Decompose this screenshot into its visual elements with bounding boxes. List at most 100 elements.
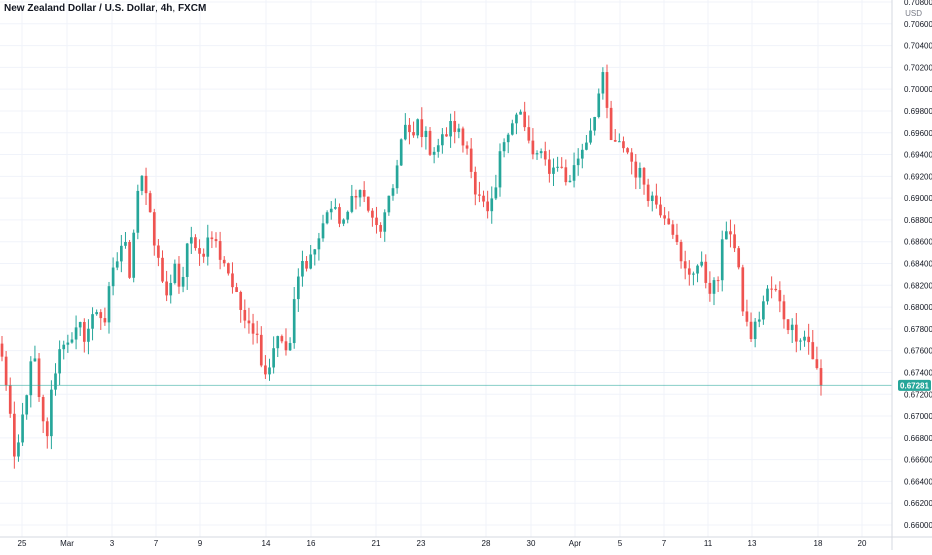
- candle: [535, 150, 539, 160]
- candle: [107, 281, 111, 334]
- candle-body: [37, 358, 41, 397]
- price-tick-label: 0.68000: [904, 303, 932, 312]
- candle: [111, 257, 115, 296]
- candle-body: [309, 254, 313, 269]
- candle-body: [716, 280, 720, 282]
- candle-body: [445, 134, 448, 137]
- candle: [4, 351, 8, 391]
- candle-body: [268, 367, 271, 375]
- price-tick-label: 0.70000: [904, 85, 932, 94]
- candle: [91, 307, 94, 341]
- candle-body: [185, 243, 189, 277]
- candle-body: [613, 140, 617, 142]
- candle-body: [366, 196, 370, 211]
- time-axis[interactable]: 25 Mar 3 7 9 14 16 21 23 28 30 Apr 5 7 11 13 18 20: [18, 539, 867, 548]
- candle-body: [124, 241, 127, 246]
- candle: [461, 126, 465, 153]
- candle: [720, 230, 724, 292]
- price-tick-label: 0.69600: [904, 129, 932, 138]
- candle: [642, 166, 646, 195]
- candle-body: [593, 116, 596, 131]
- candle: [531, 128, 535, 160]
- candle-body: [136, 190, 140, 233]
- candle-body: [539, 151, 543, 154]
- candle-body: [132, 232, 136, 278]
- candle: [523, 101, 527, 132]
- price-tick-label: 0.70200: [904, 63, 932, 72]
- candle: [659, 196, 662, 218]
- candle-body: [498, 151, 502, 188]
- candle-body: [667, 218, 671, 225]
- candle: [284, 328, 288, 356]
- candle: [589, 118, 592, 145]
- candle-body: [334, 207, 337, 209]
- candle: [317, 232, 321, 261]
- candle: [62, 340, 66, 360]
- candle-body: [803, 336, 806, 341]
- candle-body: [128, 241, 131, 278]
- candle: [568, 174, 572, 183]
- candle: [576, 148, 580, 176]
- candle-body: [770, 288, 773, 290]
- candle: [115, 252, 119, 271]
- candle-body: [50, 389, 53, 437]
- price-tick-label: 0.68600: [904, 238, 932, 247]
- price-axis[interactable]: 0.70800 0.70600 0.70400 0.70200 0.70000 0.698…: [904, 0, 932, 530]
- candle-body: [111, 267, 115, 287]
- time-tick-label: 5: [618, 539, 623, 548]
- candle-body: [239, 292, 243, 310]
- candle: [498, 143, 502, 197]
- candle: [408, 118, 411, 145]
- candle-body: [424, 130, 428, 138]
- candle: [762, 295, 765, 325]
- candle: [78, 321, 82, 336]
- candle-body: [523, 111, 527, 128]
- candle-body: [74, 327, 78, 340]
- candle: [420, 107, 424, 148]
- candle: [803, 330, 806, 347]
- candle: [778, 281, 782, 313]
- candle: [198, 239, 201, 266]
- price-tick-label: 0.69800: [904, 107, 932, 116]
- candle: [95, 309, 98, 316]
- candle: [103, 307, 107, 326]
- candle: [29, 356, 33, 408]
- candle-body: [165, 281, 168, 296]
- candle-body: [280, 336, 284, 342]
- candle: [264, 355, 267, 380]
- candle-body: [210, 237, 214, 240]
- candle: [737, 245, 741, 270]
- candle-body: [4, 356, 8, 386]
- candle-body: [296, 276, 300, 300]
- last-price-badge: 0.67281: [898, 379, 931, 391]
- candle-body: [630, 152, 634, 162]
- candle: [189, 226, 193, 254]
- candle-body: [78, 322, 82, 328]
- candle: [613, 129, 617, 142]
- time-tick-label: 11: [704, 539, 713, 548]
- candle: [646, 178, 650, 207]
- candle-body: [395, 165, 399, 189]
- candle-body: [646, 184, 650, 202]
- candle-body: [753, 321, 757, 340]
- candle-body: [556, 166, 559, 168]
- candle-body: [634, 161, 638, 178]
- candle: [259, 326, 263, 368]
- candle: [432, 147, 436, 164]
- candle: [74, 315, 78, 350]
- candle: [527, 115, 531, 144]
- candle-body: [115, 261, 119, 268]
- candle: [478, 181, 481, 203]
- candle-body: [737, 248, 741, 268]
- candle-body: [679, 242, 683, 262]
- candle: [799, 338, 802, 351]
- candle: [292, 287, 296, 349]
- candle-body: [305, 261, 308, 269]
- time-tick-label: Mar: [60, 539, 74, 548]
- candle-body: [189, 237, 193, 244]
- candle: [617, 133, 621, 143]
- price-tick-label: 0.70400: [904, 42, 932, 51]
- candle: [161, 250, 164, 284]
